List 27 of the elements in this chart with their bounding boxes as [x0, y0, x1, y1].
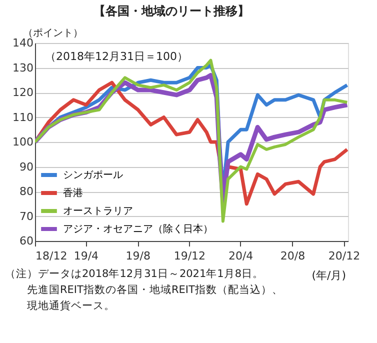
y-tick-label: 100: [12, 136, 34, 148]
y-tick-label: 120: [12, 86, 34, 99]
y-tick-label: 60: [20, 234, 34, 248]
legend-label: アジア・オセアニア（除く日本）: [63, 223, 213, 235]
y-tick-label: 90: [20, 160, 34, 174]
y-tick-label: 80: [20, 185, 34, 198]
annotation: （2018年12月31日＝100）: [45, 50, 188, 63]
x-axis-title: (年/月): [312, 269, 346, 282]
y-tick-label: 130: [12, 61, 34, 74]
x-tick-label: 20/4: [228, 250, 254, 262]
x-tick-label: 18/12: [36, 250, 68, 262]
legend-label: 香港: [63, 187, 83, 199]
text: 先進国REIT指数の各国・地域REIT指数（配当込）、: [27, 283, 283, 296]
y-axis-title: （ポイント）: [23, 28, 83, 39]
x-tick-label: 19/4: [74, 250, 99, 262]
legend-label: シンガポール: [63, 170, 123, 181]
text: 現地通貨ベース。: [27, 299, 115, 312]
legend-label: オーストラリア: [63, 206, 133, 217]
x-tick-label: 19/8: [126, 250, 150, 262]
y-tick-label: 70: [20, 210, 34, 223]
y-tick-label: 140: [12, 36, 34, 50]
y-tick-label: 110: [12, 110, 34, 124]
text: （注）データは2018年12月31日～2021年1月8日。: [5, 267, 264, 280]
chart-title: 【各国・地域のリート推移】: [94, 4, 250, 18]
x-tick-label: 19/12: [174, 250, 206, 262]
x-tick-label: 20/8: [280, 250, 306, 262]
x-tick-label: 20/12: [328, 250, 360, 262]
